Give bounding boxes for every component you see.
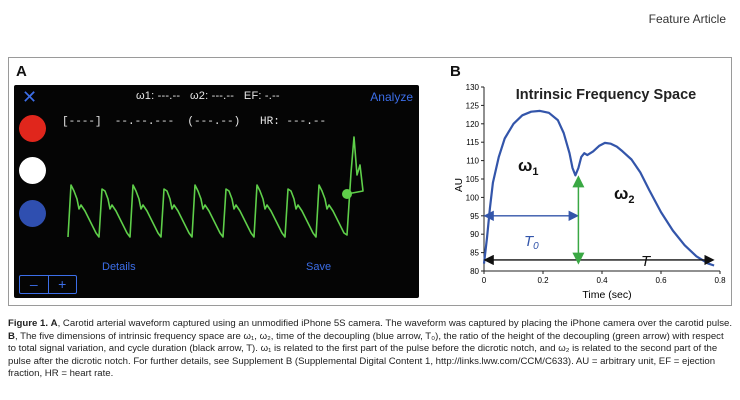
measurement-readout: [----] --.--.--- (---.--) HR: ---.--: [62, 116, 327, 128]
intrinsic-frequency-chart: 80 85 90 95 100 105 110 115 120 125 130 0 0.2 0.4 0.6 0…: [454, 83, 726, 301]
minus-button[interactable]: –: [29, 276, 38, 292]
t0-label: T0: [524, 233, 539, 252]
pulse-waveform: [67, 136, 364, 238]
y-tick-label: 130: [466, 83, 480, 92]
x-tick-label: 0: [482, 276, 487, 285]
omega2-label: ω2: [614, 184, 635, 206]
figure-caption: Figure 1. A, Carotid arterial waveform c…: [8, 318, 733, 380]
plus-button[interactable]: +: [47, 276, 77, 293]
y-tick-label: 85: [470, 249, 479, 258]
y-tick-label: 80: [470, 267, 479, 276]
y-tick-label: 120: [466, 120, 480, 129]
x-tick-label: 0.6: [655, 276, 667, 285]
x-tick-label: 0.8: [714, 276, 726, 285]
y-tick-label: 100: [466, 193, 480, 202]
details-button[interactable]: Details: [102, 261, 136, 273]
y-tick-label: 95: [470, 212, 479, 221]
y-tick-label: 105: [466, 175, 480, 184]
y-tick-label: 90: [470, 230, 479, 239]
red-color-button[interactable]: [19, 115, 46, 142]
x-tick-label: 0.4: [596, 276, 608, 285]
chart-title: Intrinsic Frequency Space: [516, 87, 697, 103]
y-axis-label: AU: [454, 178, 465, 192]
save-button[interactable]: Save: [306, 261, 332, 273]
blue-color-button[interactable]: [19, 200, 46, 227]
white-color-button[interactable]: [19, 157, 46, 184]
zoom-stepper: – +: [19, 275, 77, 294]
t-label: T: [641, 253, 652, 270]
waveform-line: [67, 136, 364, 238]
panel-b-letter: B: [450, 63, 461, 80]
y-tick-label: 110: [466, 157, 479, 166]
journal-section-label: Feature Article: [648, 12, 726, 26]
chart-axes: [483, 87, 720, 272]
x-tick-label: 0.2: [537, 276, 549, 285]
y-tick-label: 125: [466, 101, 480, 110]
x-axis-label: Time (sec): [582, 289, 631, 301]
chart-ticks: 80 85 90 95 100 105 110 115 120 125 130 0 0.2 0.4 0.6 0…: [466, 83, 726, 285]
panel-a-letter: A: [16, 63, 27, 80]
close-icon[interactable]: ✕: [22, 87, 38, 107]
series-line: [482, 109, 715, 267]
waveform-cursor-dot: [342, 189, 352, 199]
omega1-label: ω1: [518, 156, 539, 178]
y-tick-label: 115: [466, 138, 479, 147]
metrics-readout: ω1: ---.-- ω2: ---.-- EF: -.--: [136, 90, 280, 102]
analyze-button[interactable]: Analyze: [370, 90, 413, 104]
phone-screen: ✕ ω1: ---.-- ω2: ---.-- EF: -.-- Analyze…: [14, 85, 419, 298]
